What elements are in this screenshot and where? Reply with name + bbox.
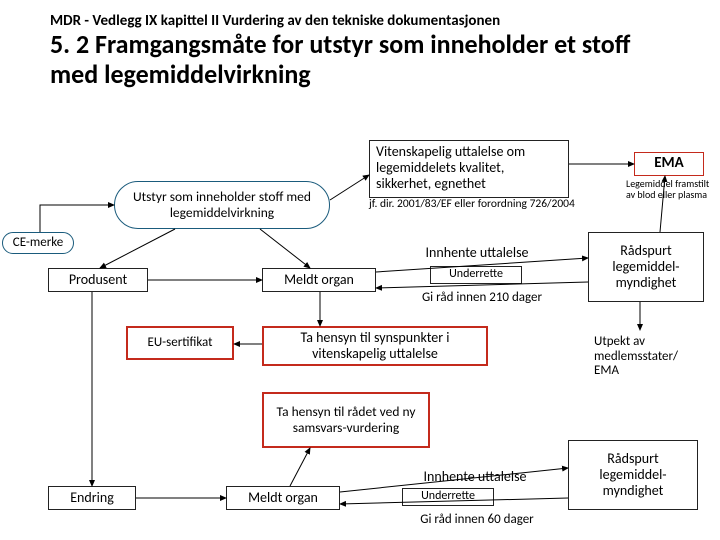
label-innhente-1: Innhente uttalelse	[402, 242, 552, 264]
node-underrette-2: Underrette	[402, 488, 494, 506]
node-vitensk: Vitenskapelig uttalelse om legemiddelets…	[369, 140, 569, 198]
node-ce-merke: CE-merke	[2, 232, 74, 254]
node-produsent: Produsent	[48, 268, 148, 292]
label-giraad-1: Gi råd innen 210 dager	[400, 288, 564, 309]
node-ema: EMA	[634, 152, 704, 176]
node-underrette-1: Underrette	[430, 266, 522, 284]
node-tahensyn-2: Ta hensyn til rådet ved ny samsvars-vurd…	[262, 392, 430, 448]
node-meldt-organ-1: Meldt organ	[262, 268, 376, 292]
page-title: 5. 2 Framgangsmåte for utstyr som inneho…	[50, 30, 670, 90]
node-raadspurt-1: Rådspurt legemiddel-myndighet	[588, 232, 704, 302]
node-tahensyn-1: Ta hensyn til synspunkter i vitenskapeli…	[262, 326, 488, 366]
node-eu-sertifikat: EU-sertifikat	[126, 326, 234, 360]
node-jf: jf. dir. 2001/83/EF eller forordning 726…	[369, 198, 601, 211]
label-innhente-2: Innhente uttalelse	[400, 466, 550, 488]
node-raadspurt-2: Rådspurt legemiddel-myndighet	[568, 440, 698, 510]
node-utpekt: Utpekt av medlemsstater/ EMA	[588, 330, 704, 384]
node-meldt-organ-2: Meldt organ	[226, 486, 340, 510]
node-endring: Endring	[48, 486, 136, 510]
node-ema-note: Legemiddel framstilt av blod eller plasm…	[624, 178, 720, 200]
node-utstyr: Utstyr som inneholder stoff med legemidd…	[114, 181, 330, 229]
label-giraad-2: Gi råd innen 60 dager	[392, 510, 562, 531]
